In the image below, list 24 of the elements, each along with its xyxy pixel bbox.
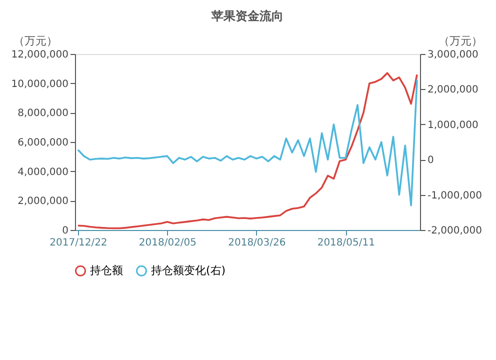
line-series [77, 78, 418, 206]
y2-tick-label: 0 [428, 155, 434, 166]
x-tick-label: 2018/03/26 [228, 238, 286, 248]
y-tick-label: 2,000,000 [18, 196, 68, 208]
line-series [77, 72, 418, 230]
y-tick-label: 12,000,000 [11, 50, 68, 60]
y2-tick-label: -2,000,000 [428, 226, 482, 236]
y2-axis-title: （万元） [438, 34, 482, 48]
y-tick-label: 6,000,000 [18, 138, 68, 148]
y-axis-title: （万元） [14, 34, 58, 48]
x-tick-label: 2018/02/05 [138, 238, 197, 248]
y2-tick-label: 3,000,000 [428, 50, 478, 60]
chart-title: 苹果资金流向 [210, 9, 284, 23]
legend-label: 持仓额变化(右) [151, 264, 226, 277]
y2-tick-label: 1,000,000 [428, 120, 478, 131]
x-tick-label: 2017/12/22 [50, 238, 108, 248]
y-tick-label: 4,000,000 [18, 166, 68, 178]
y-tick-label: 8,000,000 [18, 108, 68, 120]
x-tick-label: 2018/05/11 [317, 238, 375, 248]
y-tick-label: 0 [62, 226, 68, 236]
y2-tick-label: 2,000,000 [428, 84, 478, 96]
legend-label: 持仓额 [90, 264, 123, 277]
y-tick-label: 10,000,000 [11, 78, 68, 90]
y2-tick-label: -1,000,000 [428, 190, 482, 202]
